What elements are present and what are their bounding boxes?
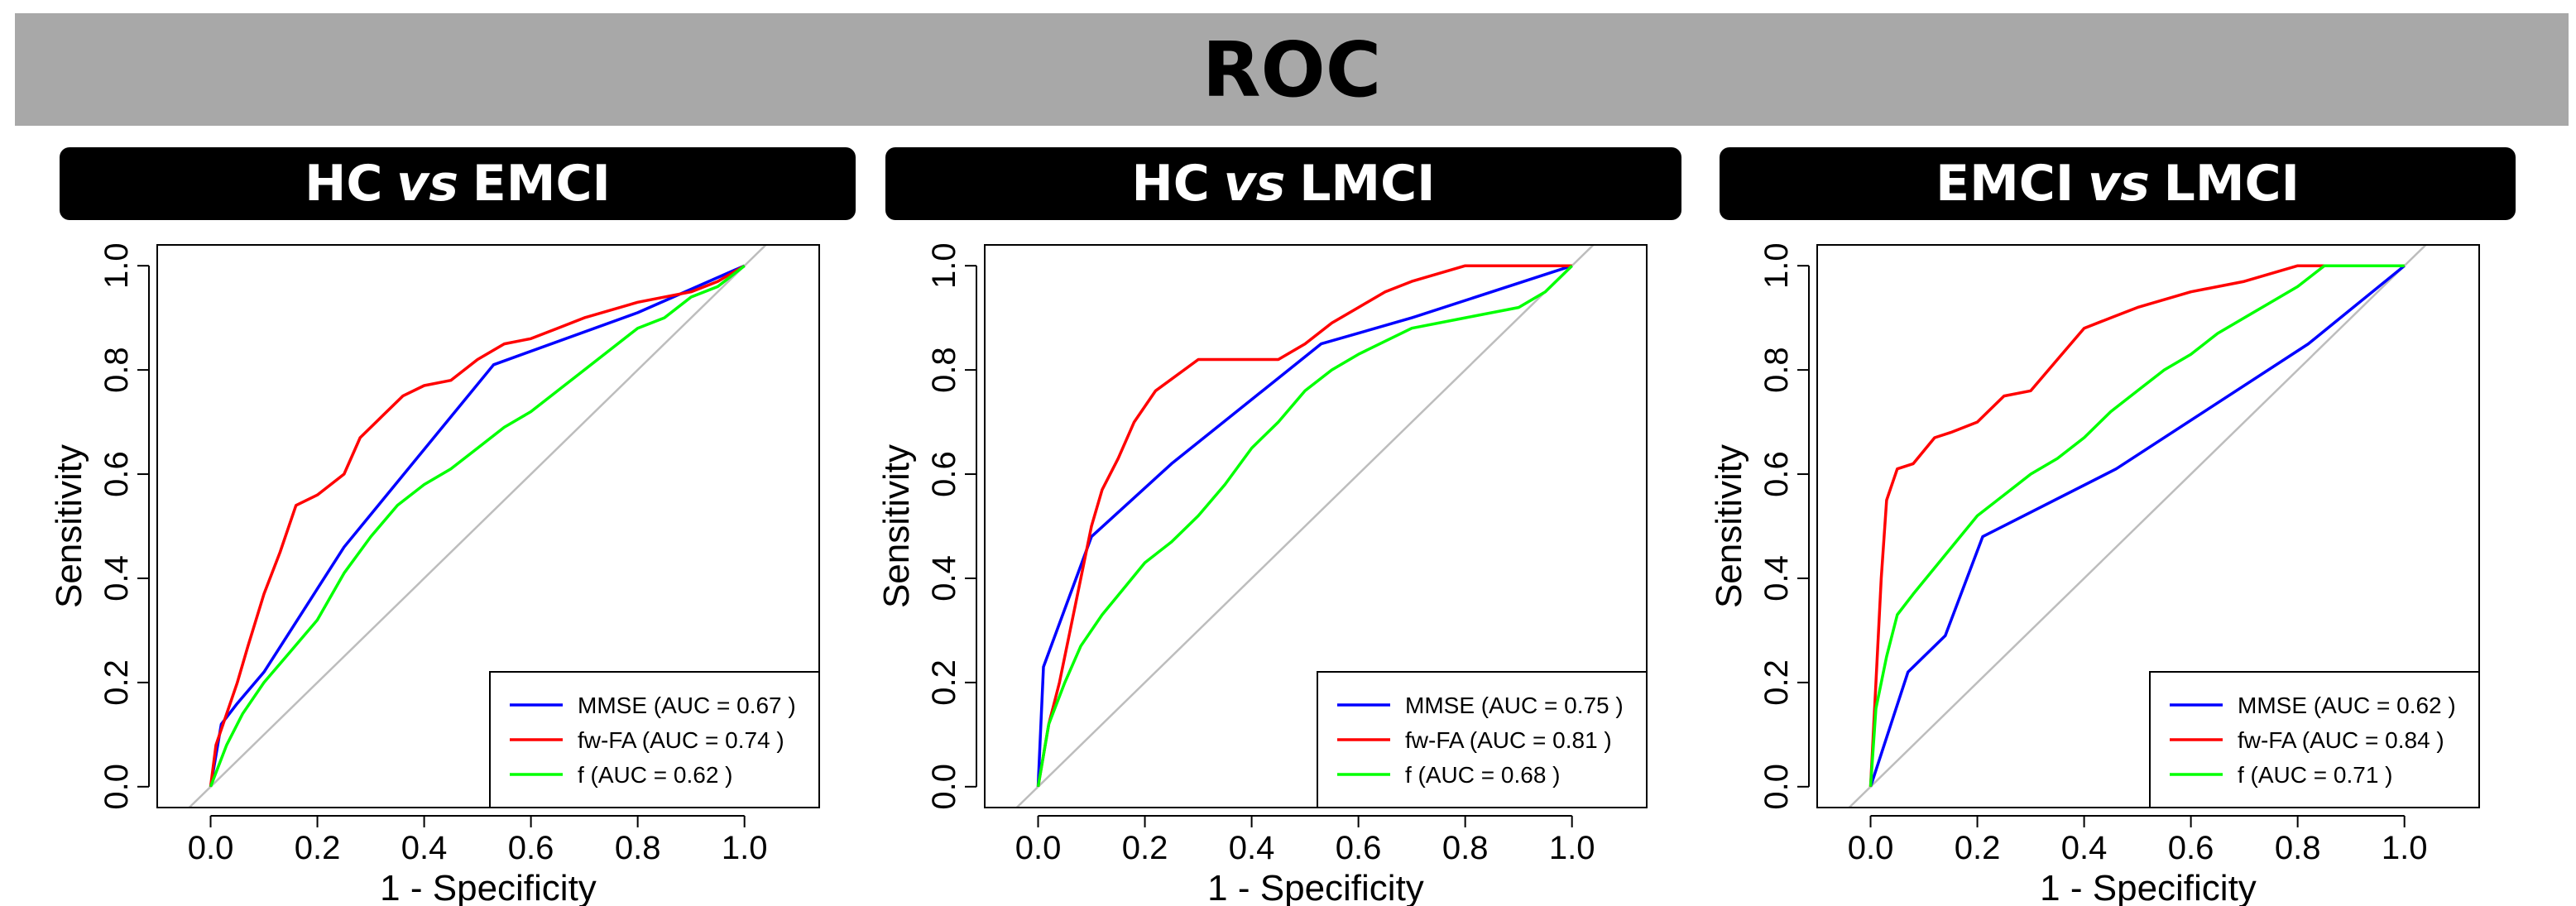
x-axis-label: 1 - Specificity xyxy=(380,868,597,906)
legend-entry-1: fw-FA (AUC = 0.81 ) xyxy=(1405,727,1612,753)
panel-header-left: HC xyxy=(305,155,383,213)
x-tick-label: 1.0 xyxy=(2382,830,2428,866)
x-tick-label: 0.0 xyxy=(1848,830,1894,866)
plot-frame xyxy=(984,244,1648,808)
x-tick-label: 0.0 xyxy=(1015,830,1062,866)
x-tick-label: 0.6 xyxy=(1336,830,1382,866)
legend-entry-0: MMSE (AUC = 0.75 ) xyxy=(1405,693,1624,718)
series-line-0 xyxy=(1868,264,2406,788)
y-tick-label: 1.0 xyxy=(1758,242,1795,289)
x-tick-label: 0.8 xyxy=(615,830,661,866)
x-tick-label: 1.0 xyxy=(1549,830,1595,866)
series-line-1 xyxy=(209,264,746,788)
chance-diagonal-line xyxy=(1015,245,1595,808)
series-line-0 xyxy=(1036,264,1573,787)
panel-header-vs: vs xyxy=(1223,155,1286,213)
y-axis-label: Sensitivity xyxy=(1709,444,1749,608)
x-axis-label: 1 - Specificity xyxy=(2040,868,2257,906)
chart-panel-0: 0.0 0.2 0.4 0.6 0.8 1.0 1 - Specificity 0.0 0.2 0… xyxy=(49,242,820,906)
panel-header-hc-vs-emci: HC vs EMCI xyxy=(60,147,856,220)
y-tick-label: 0.6 xyxy=(98,451,135,497)
x-tick-label: 0.6 xyxy=(508,830,554,866)
panel-header-vs: vs xyxy=(2087,155,2150,213)
y-axis-label: Sensitivity xyxy=(876,444,917,608)
x-tick-label: 0.2 xyxy=(295,830,341,866)
y-tick-label: 0.6 xyxy=(1758,451,1795,497)
panel-header-emci-vs-lmci: EMCI vs LMCI xyxy=(1720,147,2516,220)
title-bar: ROC xyxy=(15,13,2569,126)
series-line-2 xyxy=(209,264,746,788)
x-tick-label: 0.4 xyxy=(1229,830,1275,866)
legend-entry-2: f (AUC = 0.62 ) xyxy=(578,762,733,788)
panel-header-right: LMCI xyxy=(2163,155,2300,213)
chance-diagonal-line xyxy=(1847,245,2428,808)
legend-entry-1: fw-FA (AUC = 0.74 ) xyxy=(578,727,784,753)
y-tick-label: 0.8 xyxy=(926,347,962,393)
x-tick-label: 0.4 xyxy=(2061,830,2108,866)
series-line-1 xyxy=(1036,264,1572,788)
y-tick-label: 0.8 xyxy=(98,347,135,393)
chance-diagonal-line xyxy=(187,245,768,808)
x-tick-label: 0.0 xyxy=(188,830,234,866)
y-tick-label: 0.8 xyxy=(1758,347,1795,393)
x-tick-label: 0.8 xyxy=(1442,830,1489,866)
y-tick-label: 1.0 xyxy=(926,242,962,289)
chart-panel-1: 0.0 0.2 0.4 0.6 0.8 1.0 1 - Specificity 0.0 0.2 0… xyxy=(876,242,1648,906)
y-tick-label: 0.2 xyxy=(1758,659,1795,706)
y-tick-label: 0.4 xyxy=(98,555,135,602)
panel-header-hc-vs-lmci: HC vs LMCI xyxy=(885,147,1681,220)
y-tick-label: 0.4 xyxy=(926,555,962,602)
y-tick-label: 0.4 xyxy=(1758,555,1795,602)
panel-header-left: HC xyxy=(1131,155,1210,213)
series-line-1 xyxy=(1868,264,2405,787)
y-tick-label: 0.0 xyxy=(926,764,962,810)
panel-header-vs: vs xyxy=(396,155,458,213)
y-tick-label: 0.0 xyxy=(98,764,135,810)
y-tick-label: 1.0 xyxy=(98,242,135,289)
panel-header-right: EMCI xyxy=(472,155,611,213)
x-tick-label: 0.8 xyxy=(2275,830,2321,866)
x-axis-label: 1 - Specificity xyxy=(1207,868,1424,906)
page-title: ROC xyxy=(1202,25,1382,114)
x-tick-label: 0.2 xyxy=(1955,830,2001,866)
y-axis-label: Sensitivity xyxy=(49,444,89,608)
x-tick-label: 0.4 xyxy=(401,830,448,866)
x-tick-label: 0.2 xyxy=(1122,830,1168,866)
panel-header-left: EMCI xyxy=(1936,155,2075,213)
y-tick-label: 0.2 xyxy=(98,659,135,706)
legend-entry-0: MMSE (AUC = 0.62 ) xyxy=(2238,693,2456,718)
y-tick-label: 0.6 xyxy=(926,451,962,497)
legend-entry-2: f (AUC = 0.68 ) xyxy=(1405,762,1561,788)
plot-frame xyxy=(1816,244,2480,808)
plot-frame xyxy=(156,244,820,808)
y-tick-label: 0.2 xyxy=(926,659,962,706)
legend-entry-2: f (AUC = 0.71 ) xyxy=(2238,762,2393,788)
legend-entry-0: MMSE (AUC = 0.67 ) xyxy=(578,693,796,718)
series-line-2 xyxy=(1036,264,1573,788)
x-tick-label: 0.6 xyxy=(2168,830,2214,866)
series-line-2 xyxy=(1868,264,2405,787)
x-tick-label: 1.0 xyxy=(722,830,768,866)
panel-header-right: LMCI xyxy=(1299,155,1436,213)
y-tick-label: 0.0 xyxy=(1758,764,1795,810)
legend-entry-1: fw-FA (AUC = 0.84 ) xyxy=(2238,727,2444,753)
chart-panel-2: 0.0 0.2 0.4 0.6 0.8 1.0 1 - Specificity 0.0 0.2 0… xyxy=(1709,242,2480,906)
